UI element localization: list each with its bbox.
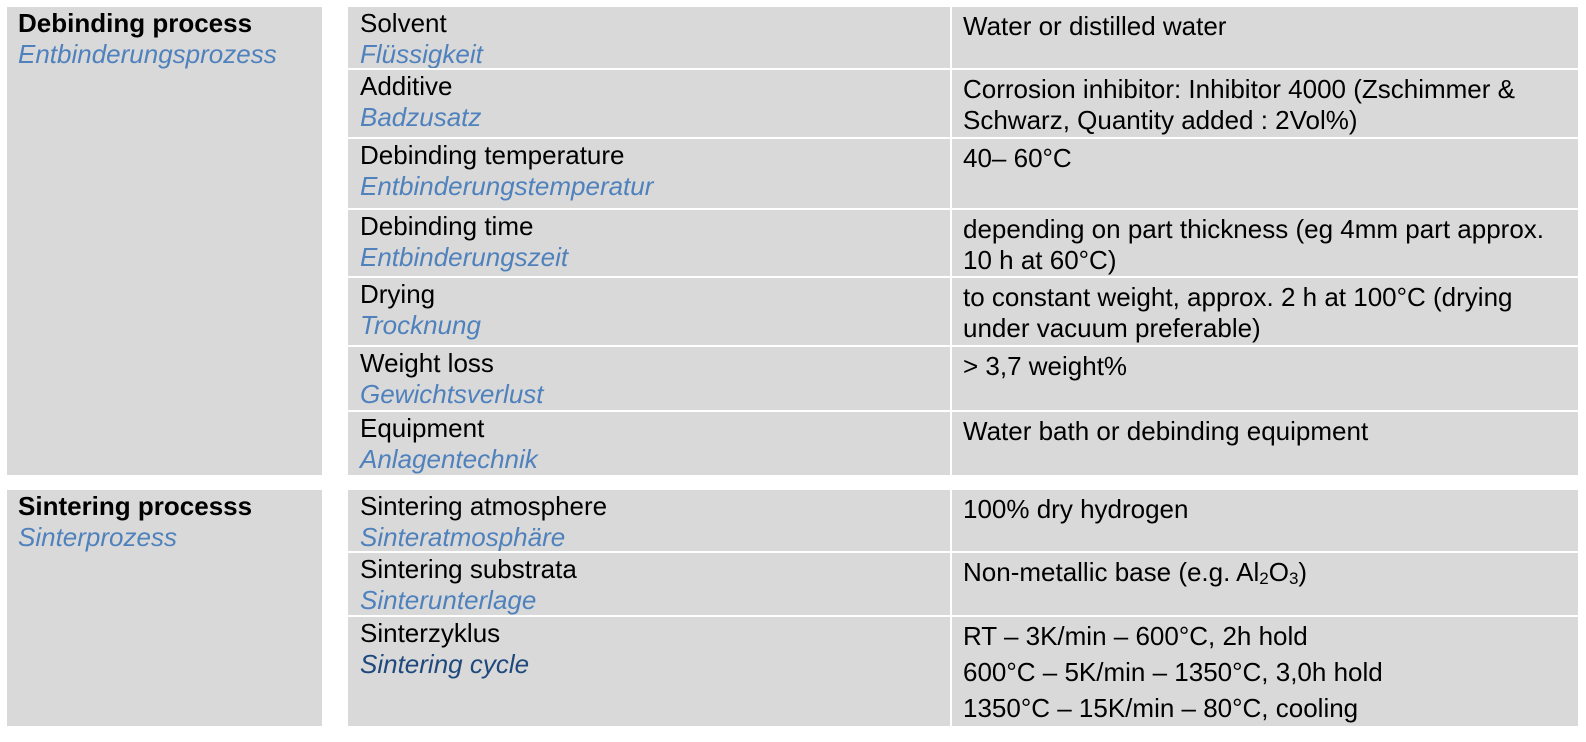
section-header-cell: Debinding process Entbinderungsprozess xyxy=(7,7,322,475)
parameter-value: 100% dry hydrogen xyxy=(963,494,1189,524)
table-row: Sintering atmosphere Sinteratmosphäre 10… xyxy=(348,490,1578,552)
parameter-name-german: Entbinderungszeit xyxy=(360,241,569,272)
parameter-cell: Drying Trocknung xyxy=(348,277,952,345)
table-row: Solvent Flüssigkeit Water or distilled w… xyxy=(348,7,1578,69)
parameter-cell: Debinding temperature Entbinderungstempe… xyxy=(348,139,952,208)
parameter-cell: Sinterzyklus Sintering cycle xyxy=(348,617,952,726)
value-text: Non-metallic base (e.g. Al xyxy=(963,557,1260,587)
value-cell: to constant weight, approx. 2 h at 100°C… xyxy=(952,278,1578,345)
table-row: Sinterzyklus Sintering cycle RT – 3K/min… xyxy=(348,615,1578,726)
debinding-section: Debinding process Entbinderungsprozess S… xyxy=(7,7,1578,475)
parameter-name-german: Gewichtsverlust xyxy=(360,378,544,409)
parameter-name: Debinding time xyxy=(360,210,534,241)
parameter-name: Equipment xyxy=(360,412,485,443)
table-row: Sintering substrata Sinterunterlage Non-… xyxy=(348,551,1578,615)
parameter-value: Corrosion inhibitor: Inhibitor 4000 (Zsc… xyxy=(963,74,1515,135)
parameter-name-german: Trocknung xyxy=(360,309,481,340)
parameter-name: Solvent xyxy=(360,8,447,38)
parameter-name: Debinding temperature xyxy=(360,140,625,170)
parameter-value: 40– 60°C xyxy=(963,143,1072,173)
parameter-cell: Sintering substrata Sinterunterlage xyxy=(348,553,952,615)
parameter-value: Water or distilled water xyxy=(963,11,1227,41)
parameter-name-german: Flüssigkeit xyxy=(360,39,483,69)
parameter-cell: Weight loss Gewichtsverlust xyxy=(348,346,952,410)
cycle-step: RT – 3K/min – 600°C, 2h hold xyxy=(963,621,1308,651)
subscript-2: 2 xyxy=(1259,569,1269,588)
sintering-section: Sintering processs Sinterprozess Sinteri… xyxy=(7,490,1578,726)
parameter-name-german: Badzusatz xyxy=(360,102,482,132)
parameter-name-german: Anlagentechnik xyxy=(360,443,538,474)
parameter-cell: Equipment Anlagentechnik xyxy=(348,411,952,475)
section-title-german: Sinterprozess xyxy=(18,522,177,552)
parameter-table: Solvent Flüssigkeit Water or distilled w… xyxy=(348,7,1578,475)
parameter-name-german: Entbinderungstemperatur xyxy=(360,171,654,201)
subscript-3: 3 xyxy=(1288,569,1299,588)
parameter-name: Sinterzyklus xyxy=(360,618,501,648)
parameter-name: Drying xyxy=(360,278,436,309)
table-row: Drying Trocknung to constant weight, app… xyxy=(348,275,1578,345)
parameter-name: Sintering atmosphere xyxy=(360,491,608,521)
value-cell: depending on part thickness (eg 4mm part… xyxy=(952,210,1578,276)
parameter-name-german: Sinterunterlage xyxy=(360,585,537,615)
section-title: Sintering processs xyxy=(18,491,253,521)
cycle-step: 600°C – 5K/min – 1350°C, 3,0h hold xyxy=(963,657,1383,687)
value-cell: Water or distilled water xyxy=(952,7,1578,68)
parameter-cell: Debinding time Entbinderungszeit xyxy=(348,209,952,276)
parameter-cell: Solvent Flüssigkeit xyxy=(348,7,952,69)
parameter-value: depending on part thickness (eg 4mm part… xyxy=(963,213,1545,275)
section-title: Debinding process xyxy=(18,8,253,38)
section-title-german: Entbinderungsprozess xyxy=(18,39,277,69)
parameter-name: Sintering substrata xyxy=(360,554,577,584)
table-row: Weight loss Gewichtsverlust > 3,7 weight… xyxy=(348,344,1578,410)
parameter-cell: Sintering atmosphere Sinteratmosphäre xyxy=(348,490,952,552)
parameter-value: Non-metallic base (e.g. Al2O3) xyxy=(963,557,1568,588)
table-row: Debinding time Entbinderungszeit dependi… xyxy=(348,207,1578,276)
value-cell: 100% dry hydrogen xyxy=(952,490,1578,551)
value-text: O xyxy=(1268,557,1289,587)
value-cell: > 3,7 weight% xyxy=(952,347,1578,410)
table-row: Equipment Anlagentechnik Water bath or d… xyxy=(348,409,1578,475)
value-cell: RT – 3K/min – 600°C, 2h hold 600°C – 5K/… xyxy=(952,617,1578,726)
parameter-name-german: Sintering cycle xyxy=(360,649,530,679)
value-cell: Non-metallic base (e.g. Al2O3) xyxy=(952,553,1578,615)
value-cell: 40– 60°C xyxy=(952,139,1578,208)
parameter-name: Weight loss xyxy=(360,347,494,378)
table-row: Additive Badzusatz Corrosion inhibitor: … xyxy=(348,68,1578,137)
parameter-value: Water bath or debinding equipment xyxy=(963,415,1369,446)
parameter-name-german: Sinteratmosphäre xyxy=(360,522,566,552)
parameter-table: Sintering atmosphere Sinteratmosphäre 10… xyxy=(348,490,1578,726)
parameter-name: Additive xyxy=(360,71,453,101)
cycle-step: 1350°C – 15K/min – 80°C, cooling xyxy=(963,693,1359,723)
section-header-cell: Sintering processs Sinterprozess xyxy=(7,490,322,726)
value-cell: Water bath or debinding equipment xyxy=(952,412,1578,475)
table-row: Debinding temperature Entbinderungstempe… xyxy=(348,137,1578,208)
value-text: ) xyxy=(1298,557,1308,587)
parameter-value: to constant weight, approx. 2 h at 100°C… xyxy=(963,281,1513,343)
parameter-value: > 3,7 weight% xyxy=(963,350,1128,381)
parameter-cell: Additive Badzusatz xyxy=(348,70,952,137)
value-cell: Corrosion inhibitor: Inhibitor 4000 (Zsc… xyxy=(952,70,1578,137)
